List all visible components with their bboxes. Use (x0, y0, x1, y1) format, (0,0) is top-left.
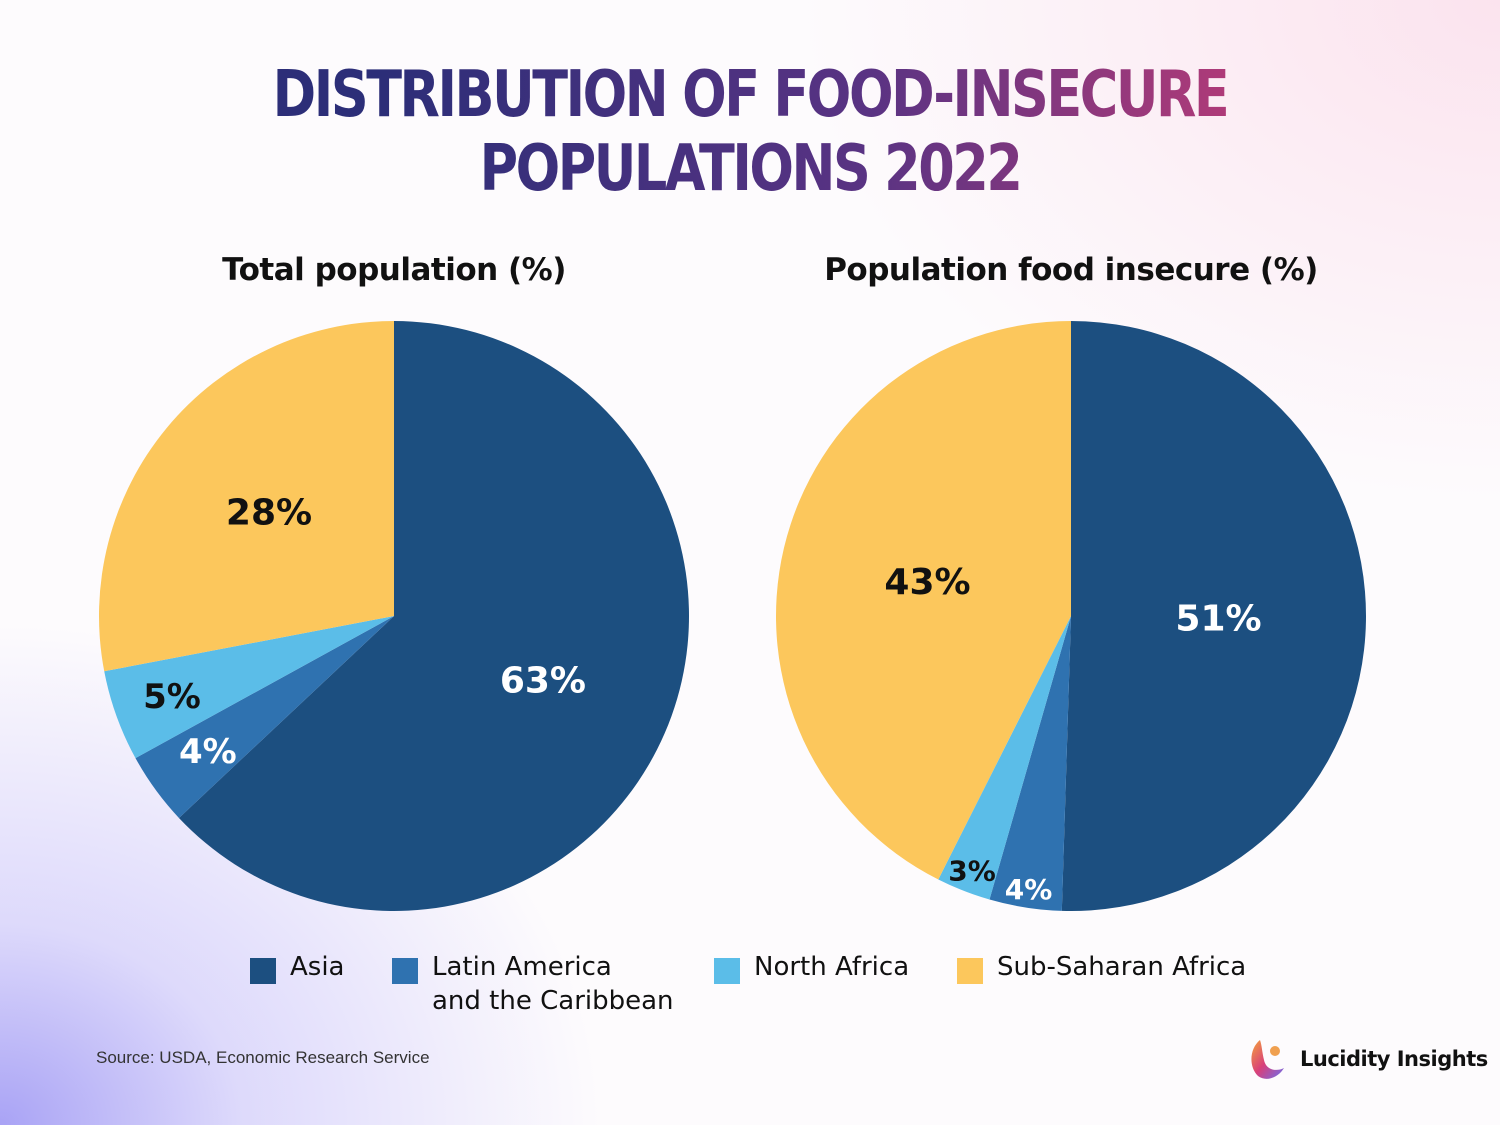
pie-slice (938, 616, 1071, 900)
pie-2-title: Population food insecure (%) (824, 252, 1318, 288)
brand-logo: Lucidity Insights (1248, 1038, 1488, 1080)
data-label: 63% (500, 660, 586, 701)
legend-swatch (392, 958, 418, 984)
pie-slice (989, 616, 1071, 911)
legend-item-sub-saharan-africa: Sub-Saharan Africa (957, 952, 1246, 984)
legend-swatch (250, 958, 276, 984)
data-label: 4% (179, 732, 237, 772)
pie-slice (178, 321, 689, 911)
logo-icon (1251, 1040, 1284, 1079)
pie-1-title: Total population (%) (222, 252, 566, 288)
legend-swatch (957, 958, 983, 984)
pie-slice (104, 616, 395, 759)
data-label: 43% (884, 562, 970, 603)
legend-swatch (714, 958, 740, 984)
data-label: 28% (226, 493, 312, 534)
legend-item-asia: Asia (250, 952, 345, 984)
data-label: 4% (1005, 873, 1053, 906)
data-label: 3% (948, 855, 996, 888)
data-label: 51% (1175, 598, 1261, 639)
pie-slice (135, 616, 394, 818)
data-label: 5% (143, 677, 201, 717)
source-note: Source: USDA, Economic Research Service (96, 1048, 430, 1067)
legend-item-latin-america: Latin America and the Caribbean (392, 952, 674, 1016)
pie-slice (98, 321, 394, 672)
legend-item-north-africa: North Africa (714, 952, 909, 984)
pie-slice (776, 320, 1071, 880)
pie-slice (1061, 321, 1367, 911)
